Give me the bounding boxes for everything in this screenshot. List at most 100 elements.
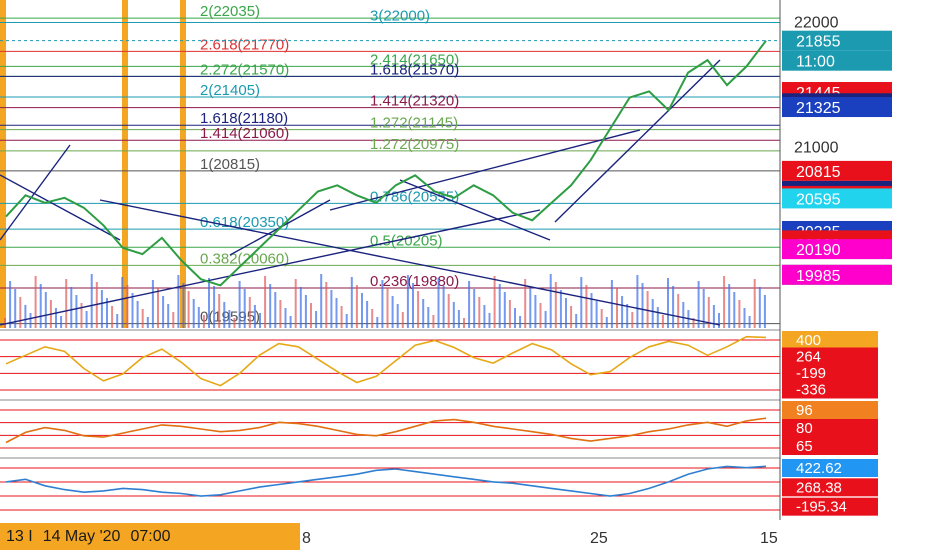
volume-bar xyxy=(575,314,578,328)
indicator-tag-3-2: -195.34 xyxy=(782,497,878,516)
indicator-tag-2-1: 80 xyxy=(782,419,878,437)
volume-bar xyxy=(672,286,675,328)
volume-bar xyxy=(539,303,542,328)
indicator-tag-label: 268.38 xyxy=(796,479,842,496)
volume-bar xyxy=(376,317,379,328)
volume-bar xyxy=(366,301,369,328)
price-axis-tick-0: 22000 xyxy=(794,15,839,32)
volume-bar xyxy=(146,317,149,328)
volume-bar xyxy=(585,285,588,328)
volume-bar xyxy=(733,292,736,328)
price-tag-label: 21325 xyxy=(796,100,841,117)
volume-bar xyxy=(498,284,501,328)
indicator-tag-label: 400 xyxy=(796,332,821,349)
volume-bar xyxy=(80,303,83,328)
volume-bar xyxy=(243,289,246,328)
trend-line-2 xyxy=(0,209,541,326)
volume-bar xyxy=(320,274,323,328)
fib-label-2: 2.618(21770) xyxy=(200,36,289,53)
volume-bar xyxy=(70,287,73,328)
price-tag-13: 19985 xyxy=(782,264,892,285)
volume-bar xyxy=(661,315,664,328)
indicator-tag-3-0: 422.62 xyxy=(782,459,878,477)
volume-bar xyxy=(712,305,715,328)
fib-label-4: 2.272(21570) xyxy=(200,61,289,78)
time-marker-0 xyxy=(0,0,6,328)
volume-bar xyxy=(223,302,226,328)
volume-bar xyxy=(514,308,516,328)
volume-bar xyxy=(677,294,680,328)
fib-label-12: 1(20815) xyxy=(200,156,260,173)
volume-bar xyxy=(406,275,409,328)
volume-bar xyxy=(335,298,338,328)
volume-bar xyxy=(616,288,618,328)
volume-bar xyxy=(381,280,384,328)
volume-bar xyxy=(131,293,134,328)
volume-bar xyxy=(488,313,491,328)
volume-bar xyxy=(519,316,522,328)
indicator-tag-label: -336 xyxy=(796,382,826,399)
volume-bar xyxy=(355,285,358,328)
price-tag-label: 20595 xyxy=(796,191,841,208)
time-marker-1 xyxy=(122,0,128,328)
volume-bar xyxy=(279,300,282,328)
volume-bar xyxy=(253,305,256,328)
volume-bar xyxy=(452,302,455,328)
volume-bar xyxy=(396,304,399,328)
fib-label-1: 3(22000) xyxy=(370,8,430,25)
indicator-tag-2-2: 65 xyxy=(782,437,878,455)
volume-bar xyxy=(294,279,297,328)
volume-bar xyxy=(177,275,180,328)
volume-bar xyxy=(590,293,593,328)
volume-bar xyxy=(748,316,751,328)
price-tag-4: 20815 xyxy=(782,160,892,181)
volume-bar xyxy=(269,284,272,328)
volume-bar xyxy=(391,296,394,328)
volume-bar xyxy=(350,277,353,328)
countdown-label: 11:00 xyxy=(796,54,835,71)
volume-bar xyxy=(192,299,195,328)
volume-bar xyxy=(121,277,124,328)
volume-bar xyxy=(534,295,537,328)
indicator-tag-2-0: 96 xyxy=(782,401,878,419)
volume-bar xyxy=(437,278,440,328)
fib-label-15: 0.5(20205) xyxy=(370,232,443,249)
volume-bar xyxy=(447,294,450,328)
volume-bar xyxy=(55,308,57,328)
volume-bar xyxy=(442,286,445,328)
volume-bar xyxy=(65,279,68,328)
volume-bar xyxy=(529,287,532,328)
price-axis-tick-1: 21000 xyxy=(794,140,839,157)
indicator-tag-label: 264 xyxy=(796,349,821,366)
volume-bar xyxy=(289,316,292,328)
indicator-tag-3-1: 268.38 xyxy=(782,478,878,497)
volume-bar xyxy=(304,295,307,328)
trend-line-6 xyxy=(99,199,721,326)
volume-bar xyxy=(172,312,175,328)
volume-bar xyxy=(340,306,343,328)
volume-bar xyxy=(14,289,17,328)
volume-bar xyxy=(29,313,32,328)
volume-bar xyxy=(233,318,236,328)
volume-bar xyxy=(605,317,608,328)
volume-bar xyxy=(682,302,685,328)
volume-bar xyxy=(422,299,425,328)
volume-bar xyxy=(702,289,705,328)
volume-bar xyxy=(457,310,460,328)
volume-bar xyxy=(570,306,573,328)
volume-bar xyxy=(116,314,119,328)
volume-bar xyxy=(310,303,312,328)
volume-bar xyxy=(554,282,557,328)
volume-bar xyxy=(738,300,741,328)
volume-bar xyxy=(330,290,333,328)
indicator-line-1 xyxy=(5,335,767,387)
volume-bar xyxy=(580,277,583,328)
volume-bar xyxy=(197,307,200,328)
volume-bar xyxy=(248,297,251,328)
fib-label-17: 0.236(19880) xyxy=(370,273,459,290)
fib-label-9: 1.272(21145) xyxy=(370,115,458,132)
fib-label-7: 1.414(21320) xyxy=(370,93,459,110)
volume-bar xyxy=(544,311,547,328)
